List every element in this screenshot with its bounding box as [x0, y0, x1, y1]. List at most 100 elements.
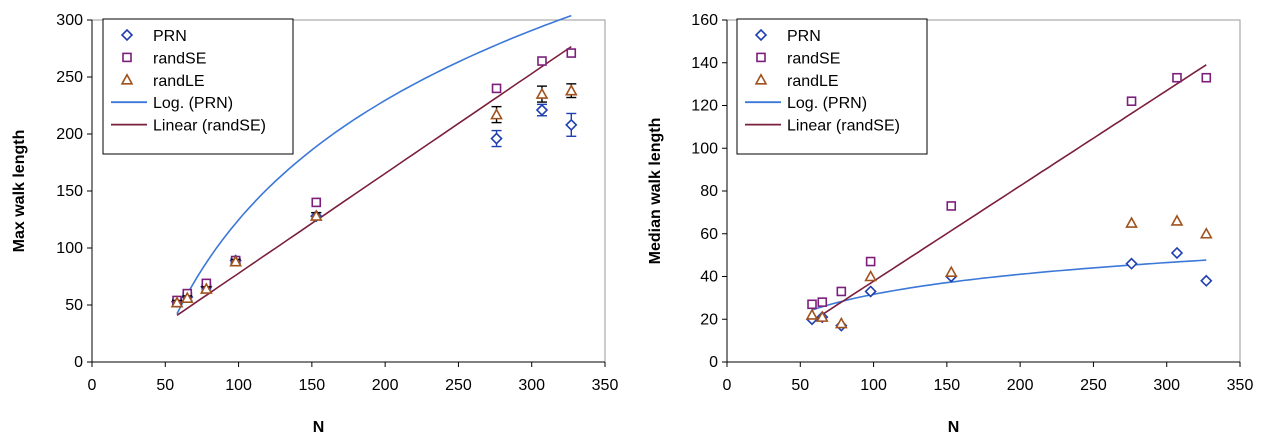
y-tick-label: 100: [56, 240, 83, 257]
data-point-prn: [1170, 246, 1184, 260]
y-tick-label: 250: [56, 69, 83, 86]
y-tick-label: 50: [65, 297, 83, 314]
y-tick-label: 120: [691, 98, 718, 115]
legend-marker-randse: [122, 52, 132, 63]
x-tick-label: 250: [445, 377, 472, 394]
x-tick-label: 350: [1227, 377, 1254, 394]
y-tick-label: 20: [700, 311, 718, 328]
legend-label: randLE: [787, 73, 839, 90]
data-point-randle: [535, 87, 549, 99]
series-randle: [170, 83, 578, 308]
x-tick-label: 200: [372, 377, 399, 394]
data-point-randle: [309, 209, 323, 221]
data-point-randle: [229, 255, 242, 267]
data-point-randle: [199, 282, 213, 294]
x-tick-label: 50: [156, 377, 174, 394]
data-point-randse: [1201, 72, 1212, 83]
legend-label: Log. (PRN): [153, 95, 233, 112]
y-tick-label: 150: [56, 183, 83, 200]
legend-marker-randle: [120, 73, 134, 85]
legend-marker-prn: [754, 28, 768, 42]
legend-label: PRN: [153, 28, 187, 45]
data-point-randse: [836, 286, 847, 297]
y-tick-label: 200: [56, 126, 83, 143]
trendline-linear-randse: [176, 45, 572, 316]
data-point-prn: [1125, 257, 1138, 270]
y-tick-label: 140: [691, 55, 718, 72]
data-point-randle: [490, 107, 503, 120]
data-point-randse: [491, 83, 502, 94]
legend-label: Linear (randSE): [153, 118, 266, 135]
y-tick-label: 300: [56, 12, 83, 29]
data-point-randle: [1170, 214, 1184, 226]
x-tick-label: 350: [592, 377, 619, 394]
trendline-log-prn: [811, 259, 1207, 311]
legend-label: randSE: [153, 50, 206, 67]
legend: PRN randSE randLE Log. (PRN) Linear (randSE): [736, 18, 928, 155]
trendline-linear-randse: [811, 64, 1207, 322]
data-point-prn: [490, 132, 503, 145]
y-axis-title: Max walk length: [11, 130, 28, 253]
legend-box: [736, 18, 928, 155]
data-point-randse: [1172, 72, 1182, 83]
data-point-randse: [807, 299, 817, 310]
data-point-randse: [1126, 96, 1137, 107]
data-point-randle: [834, 316, 848, 329]
legend-marker-randse: [756, 52, 766, 63]
series-randle: [805, 214, 1213, 329]
data-point-randle: [180, 291, 194, 303]
legend-label: randSE: [787, 50, 840, 67]
y-tick-label: 0: [74, 354, 83, 371]
x-tick-label: 0: [723, 377, 732, 394]
data-point-randse: [817, 297, 828, 307]
x-tick-label: 100: [225, 377, 252, 394]
x-tick-label: 100: [860, 377, 887, 394]
data-point-randle: [805, 308, 819, 320]
y-tick-label: 0: [709, 354, 718, 371]
data-point-randse: [946, 201, 957, 211]
data-point-randle: [1125, 216, 1138, 228]
y-tick-label: 100: [691, 140, 718, 157]
y-tick-label: 60: [700, 226, 718, 243]
y-axis-title: Median walk length: [647, 118, 664, 265]
x-tick-label: 150: [934, 377, 961, 394]
data-point-randse: [311, 197, 322, 208]
legend: PRN randSE randLE Log. (PRN) Linear (randSE): [102, 18, 294, 155]
legend-box: [102, 18, 294, 155]
x-tick-label: 300: [518, 377, 545, 394]
y-tick-label: 160: [691, 12, 718, 29]
x-tick-label: 150: [299, 377, 326, 394]
y-tick-label: 80: [700, 183, 718, 200]
data-point-randle: [564, 84, 578, 96]
data-point-randse: [566, 48, 577, 58]
data-point-randle: [944, 265, 958, 278]
x-tick-label: 200: [1007, 377, 1034, 394]
legend-label: Log. (PRN): [787, 95, 867, 112]
data-point-randse: [865, 256, 876, 267]
legend-label: Linear (randSE): [787, 118, 900, 135]
y-tick-label: 40: [700, 269, 718, 286]
trendline-log-prn: [176, 14, 572, 315]
chart-median-walk-length: 0 20 40 60 80 100 120 140 160 0 50 100 150 200 250 300 3…: [647, 12, 1253, 436]
legend-label: PRN: [787, 28, 821, 45]
data-point-randse: [537, 56, 547, 66]
x-tick-label: 250: [1080, 377, 1107, 394]
x-tick-label: 300: [1153, 377, 1180, 394]
x-axis-title: N: [948, 419, 960, 436]
data-point-prn: [565, 118, 578, 132]
data-point-randle: [815, 310, 829, 322]
legend-label: randLE: [153, 73, 205, 90]
data-point-randle: [1199, 227, 1213, 239]
legend-marker-randle: [754, 73, 768, 85]
data-point-prn: [1200, 274, 1213, 287]
series-randse: [807, 72, 1212, 310]
data-point-prn: [864, 285, 877, 298]
legend-marker-prn: [120, 28, 134, 42]
x-axis-title: N: [313, 419, 325, 436]
data-point-prn: [535, 103, 549, 117]
x-tick-label: 50: [791, 377, 809, 394]
data-point-randle: [864, 269, 877, 282]
chart-max-walk-length: 0 50 100 150 200 250 300 0 50 100 150 200 250 300 350 N…: [11, 12, 618, 436]
x-tick-label: 0: [88, 377, 97, 394]
